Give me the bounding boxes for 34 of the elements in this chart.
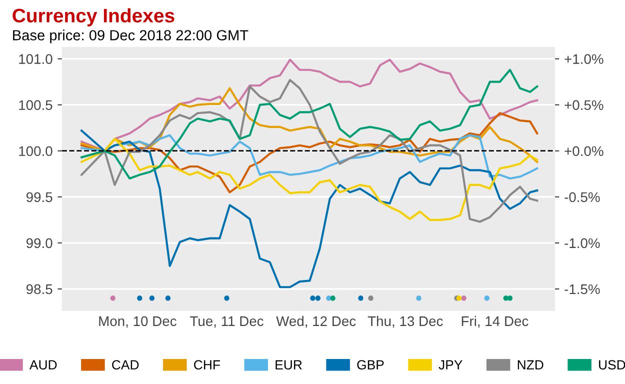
y-tick-label: 98.5 [26, 284, 52, 294]
legend-label: CAD [112, 360, 139, 370]
y2-tick-label: +0.5% [564, 100, 604, 110]
line-series [80, 112, 538, 194]
x-tick-label: Thu, 13 Dec [368, 316, 443, 328]
legend-label: JPY [438, 360, 462, 370]
legend-label: AUD [29, 360, 57, 370]
y2-tick-label: -1.5% [564, 284, 600, 294]
line-series [80, 134, 538, 180]
legend-label: CHF [194, 360, 220, 370]
legend-label: GBP [357, 360, 384, 370]
y-tick-label: 100.0 [19, 146, 52, 156]
y2-tick-label: -0.5% [564, 192, 600, 202]
x-tick-label: Tue, 11 Dec [190, 316, 264, 328]
legend-label: NZD [518, 360, 544, 370]
x-tick-label: Wed, 12 Dec [276, 316, 356, 328]
line-series [80, 138, 538, 221]
y-tick-label: 101.0 [19, 54, 52, 64]
y2-tick-label: +0.0% [564, 146, 604, 156]
y-tick-label: 99.5 [26, 192, 52, 202]
line-series [80, 68, 538, 180]
chart-subtitle: Base price: 09 Dec 2018 22:00 GMT [13, 30, 248, 44]
y-tick-label: 100.5 [19, 100, 52, 110]
legend-label: EUR [276, 360, 302, 370]
x-tick-label: Mon, 10 Dec [99, 316, 176, 328]
y2-tick-label: +1.0% [564, 54, 604, 64]
line-series [80, 87, 538, 163]
chart-title: Currency Indexes [12, 8, 174, 26]
y2-tick-label: -1.0% [564, 238, 600, 248]
line-series [80, 78, 538, 223]
x-tick-label: Fri, 14 Dec [462, 316, 528, 328]
y-tick-label: 99.0 [26, 238, 52, 248]
line-series [80, 130, 538, 288]
legend-label: USD [599, 360, 625, 370]
